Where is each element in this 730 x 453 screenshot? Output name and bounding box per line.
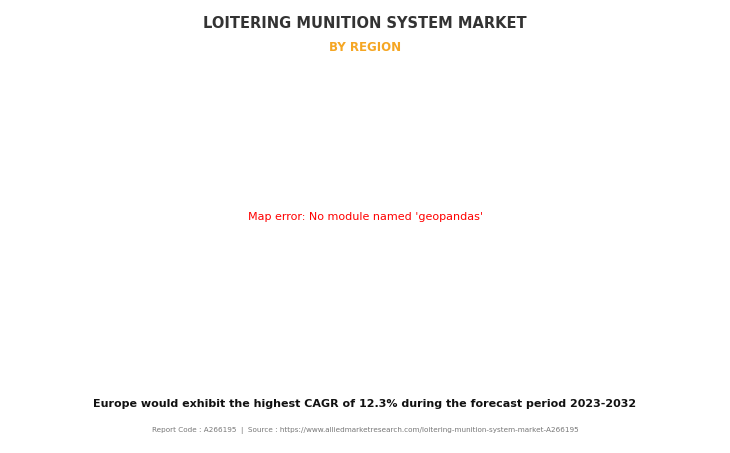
Text: Europe would exhibit the highest CAGR of 12.3% during the forecast period 2023-2: Europe would exhibit the highest CAGR of… (93, 399, 637, 409)
Text: Report Code : A266195  |  Source : https://www.alliedmarketresearch.com/loiterin: Report Code : A266195 | Source : https:/… (152, 427, 578, 434)
Text: Map error: No module named 'geopandas': Map error: No module named 'geopandas' (247, 212, 483, 222)
Text: LOITERING MUNITION SYSTEM MARKET: LOITERING MUNITION SYSTEM MARKET (203, 16, 527, 31)
Text: BY REGION: BY REGION (329, 41, 401, 54)
